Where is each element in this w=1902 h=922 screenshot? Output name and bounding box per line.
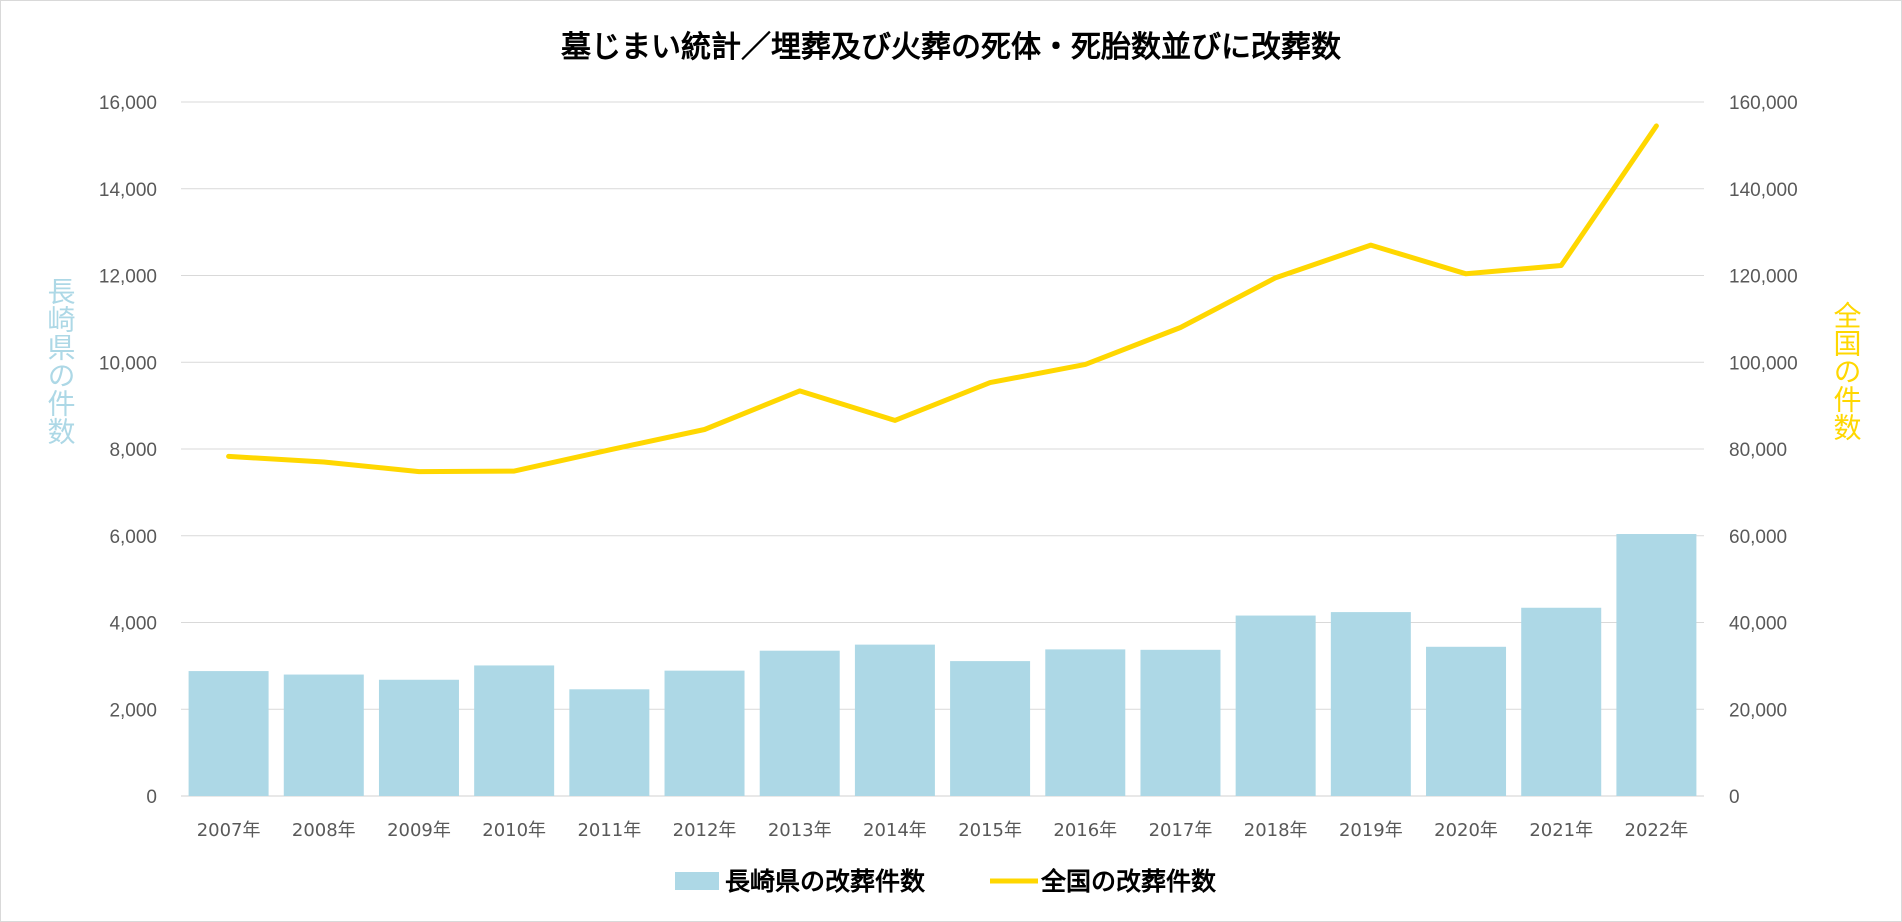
bar <box>188 671 269 796</box>
x-tick-label: 2011年 <box>577 820 641 841</box>
left-axis-ticks: 0 2,000 4,000 6,000 8,000 10,000 12,000 14,000 1… <box>99 93 157 808</box>
x-tick-label: 2022年 <box>1625 820 1689 841</box>
left-tick-label: 16,000 <box>99 93 157 114</box>
right-tick-label: 40,000 <box>1729 614 1787 635</box>
bar <box>1140 649 1221 796</box>
x-tick-label: 2015年 <box>958 820 1022 841</box>
x-tick-label: 2016年 <box>1053 820 1117 841</box>
bar <box>474 665 555 796</box>
bar <box>1045 649 1126 796</box>
x-tick-label: 2017年 <box>1149 820 1213 841</box>
x-tick-label: 2008年 <box>292 820 356 841</box>
left-axis-label: 長崎県の件数 <box>44 277 77 445</box>
right-axis-ticks: 0 20,000 40,000 60,000 80,000 100,000 120,000 1… <box>1729 93 1798 808</box>
right-tick-label: 140,000 <box>1729 180 1798 201</box>
x-tick-label: 2013年 <box>768 820 832 841</box>
left-tick-label: 10,000 <box>99 353 157 374</box>
x-tick-label: 2010年 <box>482 820 546 841</box>
x-tick-label: 2009年 <box>387 820 451 841</box>
bar <box>664 670 745 796</box>
bar <box>1426 646 1507 796</box>
legend: 長崎県の改葬件数 全国の改葬件数 <box>675 867 1217 896</box>
bar <box>1330 612 1411 796</box>
bar <box>759 650 840 796</box>
bar <box>378 679 459 796</box>
left-tick-label: 0 <box>146 787 157 808</box>
x-tick-label: 2007年 <box>197 820 261 841</box>
bar <box>1235 615 1316 796</box>
x-tick-label: 2014年 <box>863 820 927 841</box>
left-tick-label: 12,000 <box>99 267 157 288</box>
x-tick-label: 2021年 <box>1529 820 1593 841</box>
left-tick-label: 8,000 <box>109 440 157 461</box>
bar <box>950 661 1031 796</box>
right-tick-label: 0 <box>1729 787 1740 808</box>
line-series <box>226 123 1659 475</box>
x-axis-ticks: 2007年 2008年 2009年 2010年 2011年 2012年 2013年 2014年… <box>197 820 1689 841</box>
bar <box>1521 607 1602 796</box>
bar <box>1616 534 1697 796</box>
x-tick-label: 2018年 <box>1244 820 1308 841</box>
right-tick-label: 20,000 <box>1729 700 1787 721</box>
x-tick-label: 2020年 <box>1434 820 1498 841</box>
left-tick-label: 6,000 <box>109 527 157 548</box>
right-tick-label: 80,000 <box>1729 440 1787 461</box>
right-tick-label: 120,000 <box>1729 267 1798 288</box>
left-tick-label: 4,000 <box>109 614 157 635</box>
left-tick-label: 14,000 <box>99 180 157 201</box>
legend-line-label: 全国の改葬件数 <box>1040 867 1217 896</box>
right-tick-label: 60,000 <box>1729 527 1787 548</box>
bar <box>569 689 650 796</box>
right-axis-label: 全国の件数 <box>1830 301 1863 441</box>
right-tick-label: 160,000 <box>1729 93 1798 114</box>
bar <box>854 644 935 796</box>
chart-title: 墓じまい統計／埋葬及び火葬の死体・死胎数並びに改葬数 <box>560 30 1342 65</box>
x-tick-label: 2019年 <box>1339 820 1403 841</box>
left-tick-label: 2,000 <box>109 700 157 721</box>
legend-bar-label: 長崎県の改葬件数 <box>725 867 926 896</box>
x-tick-label: 2012年 <box>673 820 737 841</box>
legend-bar-swatch <box>675 872 719 890</box>
bar-series <box>188 534 1697 796</box>
line-path <box>226 123 1659 475</box>
bar <box>283 674 364 796</box>
right-tick-label: 100,000 <box>1729 353 1798 374</box>
